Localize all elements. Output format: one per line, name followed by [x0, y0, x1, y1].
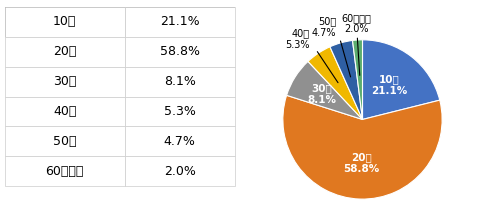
Text: 件数割合: 件数割合	[165, 15, 195, 28]
Wedge shape	[330, 40, 362, 120]
Text: 10代: 10代	[53, 15, 76, 28]
Text: 10代
21.1%: 10代 21.1%	[372, 74, 408, 96]
Wedge shape	[352, 40, 362, 120]
Wedge shape	[308, 47, 362, 120]
Text: 2.0%: 2.0%	[164, 165, 196, 178]
Text: 21.1%: 21.1%	[160, 15, 200, 28]
Text: 8.1%: 8.1%	[164, 75, 196, 88]
Text: 40代: 40代	[53, 105, 76, 118]
FancyBboxPatch shape	[5, 156, 124, 186]
Wedge shape	[362, 40, 440, 120]
FancyBboxPatch shape	[5, 7, 124, 37]
Text: 40代
5.3%: 40代 5.3%	[284, 29, 309, 50]
Text: 20代: 20代	[53, 45, 76, 58]
Wedge shape	[286, 61, 362, 120]
Text: 60代以降
2.0%: 60代以降 2.0%	[342, 13, 372, 34]
Text: 60代以降: 60代以降	[46, 165, 84, 178]
Text: 50代
4.7%: 50代 4.7%	[312, 16, 336, 38]
Text: 4.7%: 4.7%	[164, 135, 196, 148]
Text: 20代
58.8%: 20代 58.8%	[343, 153, 379, 174]
FancyBboxPatch shape	[124, 7, 235, 37]
Text: 年齢層: 年齢層	[54, 15, 76, 28]
Text: 50代: 50代	[53, 135, 76, 148]
Text: 5.3%: 5.3%	[164, 105, 196, 118]
FancyBboxPatch shape	[5, 67, 124, 97]
FancyBboxPatch shape	[124, 67, 235, 97]
Text: 30代: 30代	[53, 75, 76, 88]
Wedge shape	[283, 95, 442, 199]
FancyBboxPatch shape	[5, 7, 124, 37]
Text: 58.8%: 58.8%	[160, 45, 200, 58]
FancyBboxPatch shape	[124, 156, 235, 186]
FancyBboxPatch shape	[5, 37, 124, 67]
FancyBboxPatch shape	[5, 126, 124, 156]
FancyBboxPatch shape	[124, 97, 235, 126]
FancyBboxPatch shape	[124, 7, 235, 37]
FancyBboxPatch shape	[124, 37, 235, 67]
FancyBboxPatch shape	[5, 97, 124, 126]
FancyBboxPatch shape	[124, 126, 235, 156]
Text: 30代
8.1%: 30代 8.1%	[308, 83, 336, 105]
